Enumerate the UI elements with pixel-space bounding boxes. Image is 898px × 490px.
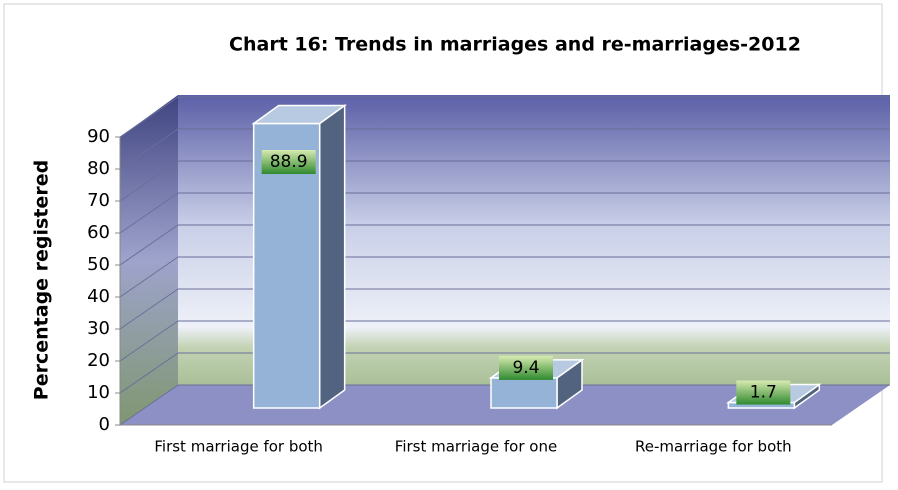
value-label-box — [261, 150, 316, 174]
x-tick-label: Re-marriage for both — [635, 438, 792, 456]
back-wall — [178, 95, 890, 385]
y-tick-label: 60 — [87, 222, 110, 243]
y-axis-label: Percentage registered — [31, 160, 53, 400]
side-wall — [120, 95, 178, 425]
chart-title: Chart 16: Trends in marriages and re-mar… — [229, 34, 801, 56]
grid-line — [119, 96, 179, 138]
y-tick-label: 70 — [87, 190, 110, 211]
y-tick-label: 20 — [87, 350, 110, 371]
grid-line — [119, 128, 179, 170]
grid-line — [119, 160, 179, 202]
value-label-box — [736, 380, 791, 405]
value-label: 1.7 — [750, 383, 777, 403]
value-label: 9.4 — [512, 358, 539, 378]
bar — [490, 377, 558, 409]
grid-line — [119, 256, 179, 298]
x-tick-label: First marriage for both — [154, 438, 323, 456]
y-tick-label: 90 — [87, 126, 110, 147]
value-label: 88.9 — [270, 152, 308, 172]
y-tick-label: 40 — [87, 286, 110, 307]
grid-line — [119, 224, 179, 266]
grid-line — [119, 192, 179, 234]
y-tick-label: 50 — [87, 254, 110, 275]
x-tick-label: First marriage for one — [395, 438, 557, 456]
grid-line — [119, 384, 179, 426]
y-tick-label: 80 — [87, 158, 110, 179]
y-tick-label: 0 — [99, 414, 110, 435]
grid-line — [119, 320, 179, 362]
grid-line — [119, 352, 179, 394]
y-tick-label: 30 — [87, 318, 110, 339]
bar-side — [318, 104, 346, 410]
bar-top — [251, 104, 347, 125]
value-label-box — [499, 355, 553, 380]
grid-line — [119, 288, 179, 330]
y-tick-label: 10 — [87, 382, 110, 403]
